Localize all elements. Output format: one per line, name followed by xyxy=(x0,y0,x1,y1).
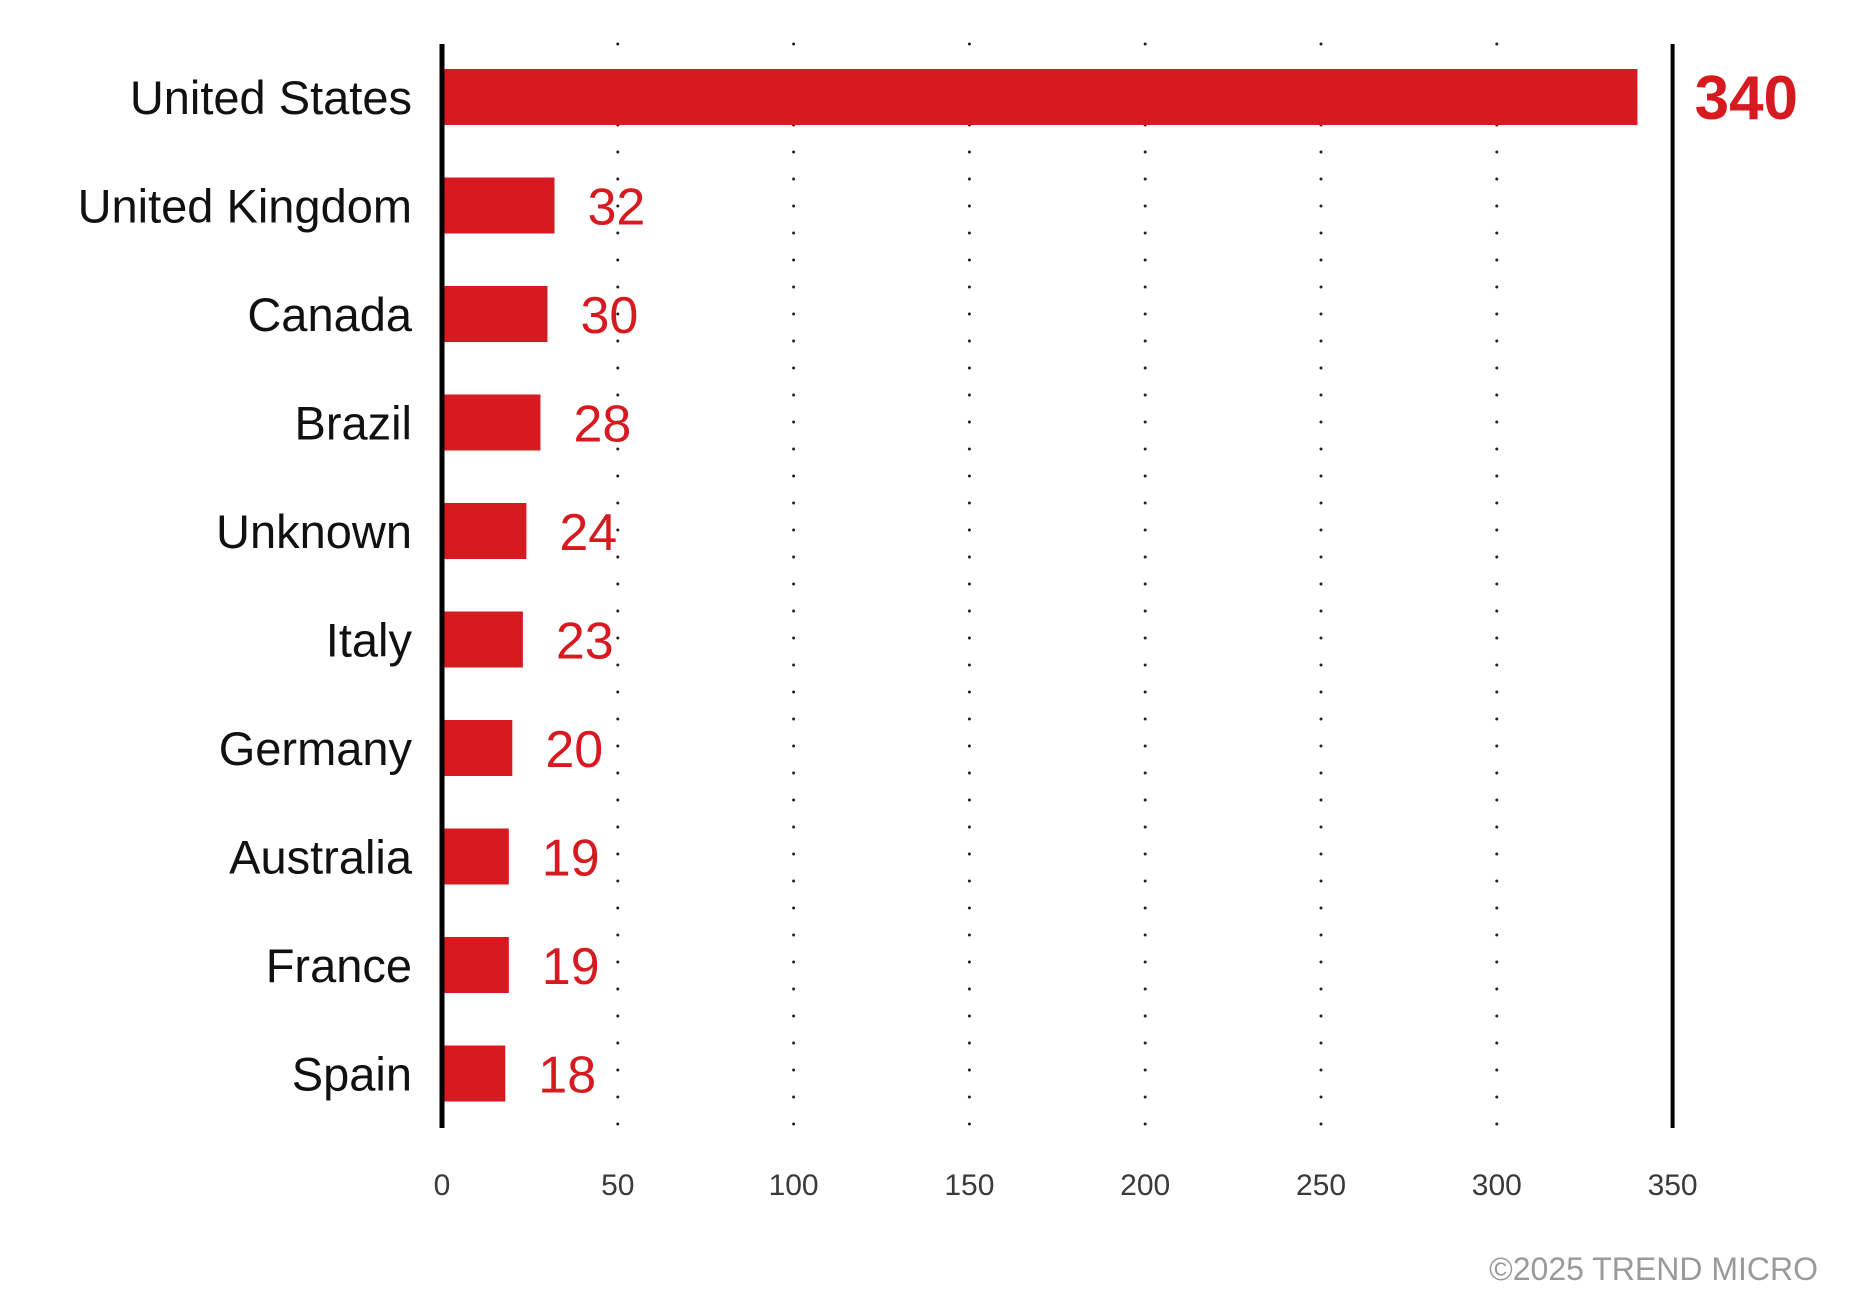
x-tick-label: 250 xyxy=(1296,1169,1346,1202)
bar xyxy=(442,1045,506,1102)
data-label: 23 xyxy=(556,613,614,671)
category-label: Spain xyxy=(292,1048,412,1101)
bar xyxy=(442,828,509,885)
category-label: Unknown xyxy=(216,505,412,558)
data-label: 28 xyxy=(573,396,631,454)
category-label: Canada xyxy=(247,288,412,341)
x-tick-label: 0 xyxy=(434,1169,451,1202)
x-tick-label: 50 xyxy=(601,1169,634,1202)
data-label: 32 xyxy=(588,179,646,237)
value-labels: 340 32 30 28 24 23 20 19 19 18 xyxy=(538,64,1798,1105)
x-tick-label: 300 xyxy=(1472,1169,1522,1202)
category-label: Italy xyxy=(326,614,413,667)
bar xyxy=(442,720,513,776)
category-label: United Kingdom xyxy=(78,180,412,233)
bar xyxy=(442,177,555,234)
data-label: 19 xyxy=(542,938,600,996)
axes xyxy=(439,44,1675,1128)
data-label: 18 xyxy=(538,1047,596,1105)
category-labels: United States United Kingdom Canada Brazil U… xyxy=(78,71,413,1101)
data-label: 19 xyxy=(542,830,600,888)
category-label: France xyxy=(266,939,412,992)
copyright-text: ©2025 TREND MICRO xyxy=(1489,1251,1818,1287)
bar xyxy=(442,69,1638,125)
bar xyxy=(442,286,548,342)
category-label: Germany xyxy=(219,722,413,775)
category-label: Brazil xyxy=(294,397,412,450)
x-tick-label: 150 xyxy=(944,1169,994,1202)
data-label: 20 xyxy=(545,721,603,779)
x-tick-labels: 0 50 100 150 200 250 300 350 xyxy=(434,1169,1698,1202)
bar xyxy=(442,937,509,993)
x-tick-label: 350 xyxy=(1648,1169,1698,1202)
category-label: United States xyxy=(130,71,412,124)
data-label: 340 xyxy=(1695,64,1798,133)
bars xyxy=(442,69,1638,1102)
x-tick-label: 100 xyxy=(769,1169,819,1202)
grid-lines xyxy=(616,42,1499,1130)
bar xyxy=(442,394,541,451)
bar xyxy=(442,611,523,668)
category-label: Australia xyxy=(229,831,413,884)
x-tick-label: 200 xyxy=(1120,1169,1170,1202)
bar xyxy=(442,503,527,559)
data-label: 30 xyxy=(580,287,638,345)
data-label: 24 xyxy=(559,504,617,562)
